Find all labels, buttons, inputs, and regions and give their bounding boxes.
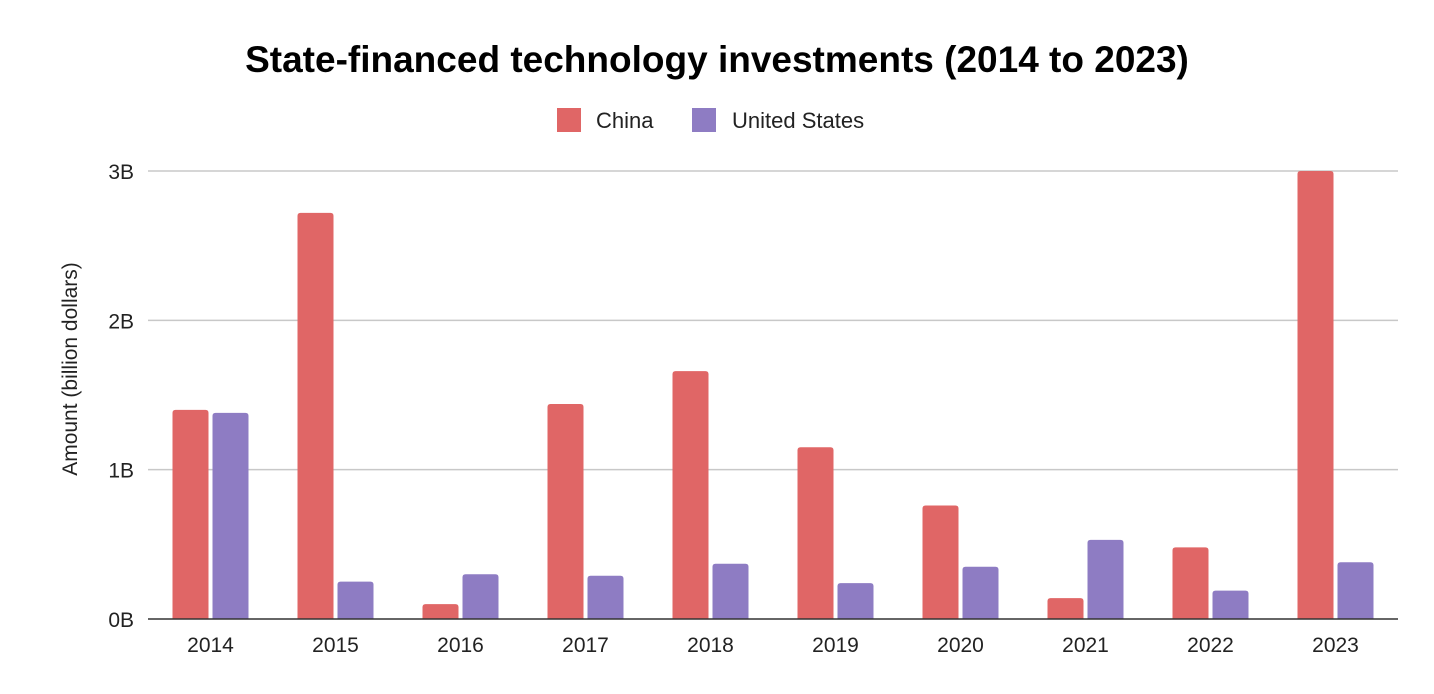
x-tick-label-2022: 2022 [1187,634,1234,657]
legend-label-united-states: United States [732,108,864,133]
x-tick-label-2018: 2018 [687,634,734,657]
y-tick-label: 0B [108,609,134,632]
bar-united-states-2018 [712,563,749,619]
legend-swatch-united-states [692,108,716,132]
x-tick-label-2015: 2015 [312,634,359,657]
legend-label-china: China [596,108,654,133]
x-tick-label-2020: 2020 [937,634,984,657]
bars [172,171,1374,619]
y-axis-ticks: 0B 1B 2B 3B [108,161,134,632]
bar-united-states-2015 [337,581,374,619]
bar-united-states-2020 [962,566,999,619]
x-axis-ticks: 2014 2015 2016 2017 2018 2019 2020 2021 2022 2023 [187,634,1359,657]
y-tick-label: 3B [108,161,134,184]
bar-china-2015 [297,212,334,619]
bar-united-states-2017 [587,575,624,619]
x-tick-label-2014: 2014 [187,634,234,657]
bar-china-2020 [922,505,959,619]
bar-united-states-2022 [1212,590,1249,619]
bar-united-states-2016 [462,574,499,619]
bar-china-2023 [1297,171,1334,619]
gridlines [148,170,1398,471]
x-tick-label-2023: 2023 [1312,634,1359,657]
legend: China United States [557,108,864,133]
bar-china-2018 [672,371,709,619]
bar-united-states-2014 [212,412,249,619]
y-tick-label: 1B [108,460,134,483]
x-tick-label-2017: 2017 [562,634,609,657]
bar-united-states-2021 [1087,539,1124,619]
legend-swatch-china [557,108,581,132]
chart-title: State-financed technology investments (2… [245,39,1189,80]
x-tick-label-2016: 2016 [437,634,484,657]
y-tick-label: 2B [108,310,134,333]
bar-china-2019 [797,447,834,619]
bar-china-2021 [1047,598,1084,619]
bar-china-2017 [547,403,584,619]
x-tick-label-2019: 2019 [812,634,859,657]
y-axis-title: Amount (billion dollars) [59,262,82,476]
x-tick-label-2021: 2021 [1062,634,1109,657]
bar-united-states-2019 [837,583,874,619]
bar-china-2014 [172,409,209,619]
bar-united-states-2023 [1337,562,1374,619]
bar-china-2016 [422,604,459,619]
bar-china-2022 [1172,547,1209,619]
